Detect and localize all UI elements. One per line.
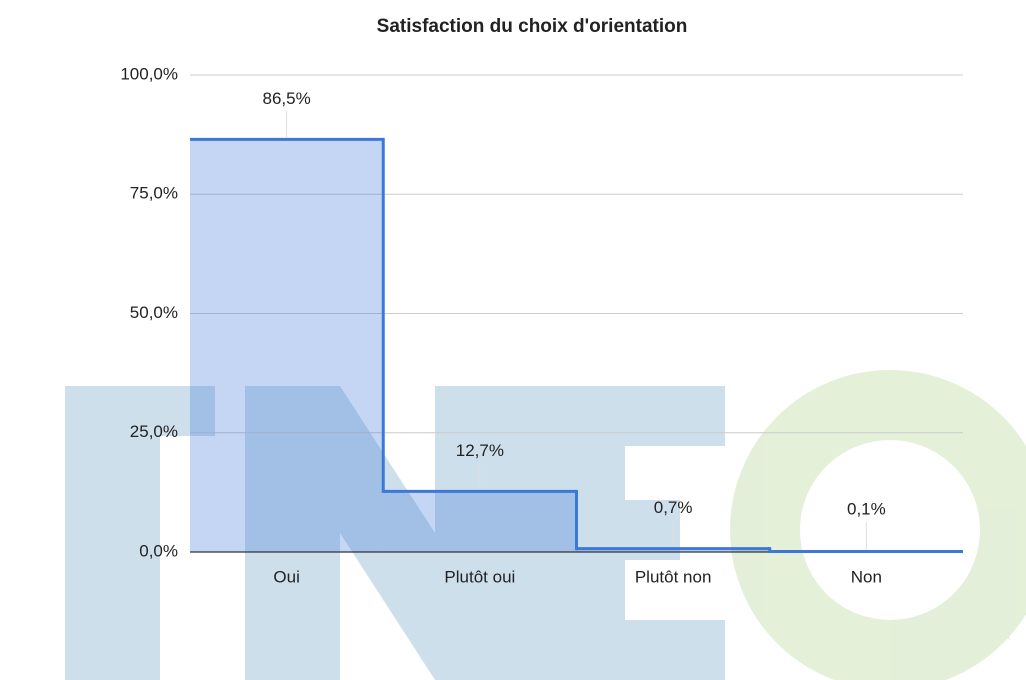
area-step — [576, 548, 770, 552]
y-tick-label: 75,0% — [130, 184, 178, 203]
chart-title: Satisfaction du choix d'orientation — [377, 16, 688, 37]
y-tick-label: 0,0% — [139, 541, 178, 560]
watermark-ring — [730, 370, 1026, 680]
x-tick-label: Oui — [273, 567, 299, 586]
value-label: 86,5% — [263, 89, 311, 108]
area-step — [383, 491, 577, 552]
y-tick-label: 25,0% — [130, 422, 178, 441]
watermark-tail — [950, 580, 1010, 640]
x-tick-label: Non — [851, 567, 882, 586]
value-label: 0,1% — [847, 499, 886, 518]
value-label: 0,7% — [654, 498, 693, 517]
y-tick-label: 100,0% — [120, 64, 178, 83]
x-tick-label: Plutôt non — [635, 567, 712, 586]
x-tick-label: Plutôt oui — [444, 567, 515, 586]
area-step — [190, 139, 384, 552]
value-label: 12,7% — [456, 441, 504, 460]
y-tick-label: 50,0% — [130, 303, 178, 322]
